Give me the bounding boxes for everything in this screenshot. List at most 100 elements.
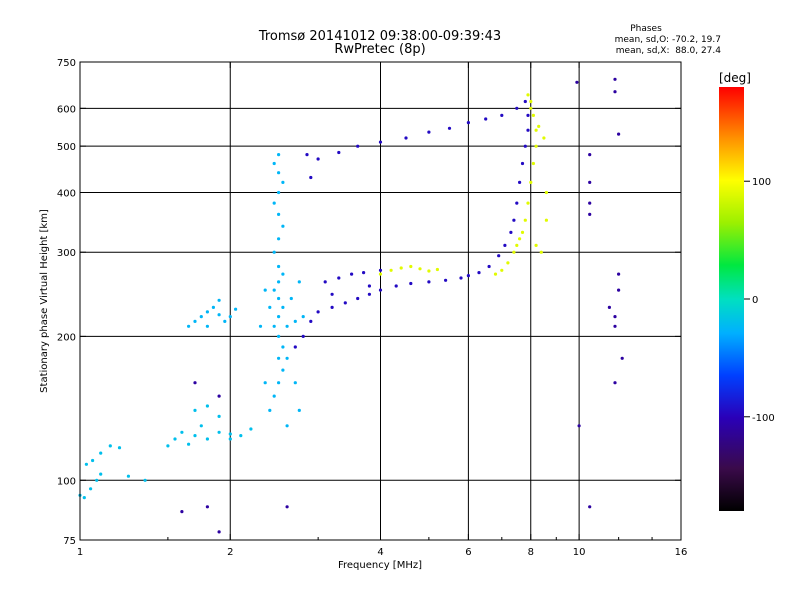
echo-point — [459, 276, 463, 280]
y-tick-label: 75 — [63, 536, 76, 547]
echo-point — [466, 274, 470, 278]
echo-point — [277, 280, 281, 284]
echo-point — [404, 136, 408, 140]
echo-point — [277, 315, 281, 319]
echo-point — [193, 381, 197, 385]
echo-point — [617, 288, 621, 292]
grid-lines — [80, 62, 681, 540]
echo-point — [272, 201, 276, 205]
echo-point — [447, 126, 452, 130]
echo-point — [542, 136, 546, 140]
echo-point — [272, 324, 276, 328]
echo-point — [526, 128, 530, 132]
echo-point — [362, 271, 366, 275]
y-tick-label: 300 — [57, 248, 76, 259]
echo-point — [223, 319, 227, 323]
echo-point — [427, 269, 431, 273]
echo-point — [520, 161, 525, 166]
echo-point — [126, 474, 130, 478]
echo-point — [330, 305, 334, 309]
echo-point — [228, 432, 232, 436]
echo-point — [520, 230, 525, 234]
echo-point — [613, 315, 617, 319]
echo-point — [301, 315, 305, 319]
echo-point — [537, 124, 541, 128]
echo-point — [205, 437, 209, 441]
echo-point — [205, 505, 209, 509]
echo-point — [613, 381, 617, 385]
colorbar: [deg] 100 0 -100 — [719, 71, 775, 511]
colorbar-tick-label: 100 — [752, 177, 771, 188]
echo-point — [588, 201, 592, 205]
echo-point — [277, 212, 281, 216]
echo-point — [289, 296, 293, 301]
y-axis-ticks: 75 100 200 300 400 500 600 750 — [57, 58, 681, 547]
echo-point — [217, 530, 221, 534]
echo-point — [217, 313, 221, 317]
echo-point — [350, 272, 354, 276]
echo-point — [293, 381, 297, 385]
y-tick-label: 750 — [57, 58, 76, 69]
echo-point — [512, 250, 516, 254]
echo-point — [617, 272, 621, 276]
echo-point — [277, 334, 281, 338]
echo-point — [143, 478, 147, 482]
echo-point — [293, 319, 297, 323]
y-tick-label: 600 — [57, 104, 76, 115]
echo-point — [577, 424, 581, 428]
echo-point — [272, 161, 276, 166]
echo-point — [588, 212, 592, 216]
echo-point — [281, 368, 285, 372]
echo-point — [337, 150, 341, 155]
echo-point — [539, 250, 543, 254]
chart-title: Tromsø 20141012 09:38:00-09:39:43 — [258, 29, 501, 44]
echo-point — [205, 324, 209, 328]
echo-point — [523, 99, 527, 104]
echo-point — [613, 90, 617, 94]
echo-point — [263, 288, 267, 292]
echo-point — [187, 442, 191, 446]
echo-point — [228, 315, 232, 319]
echo-point — [281, 345, 285, 349]
echo-point — [409, 281, 413, 286]
echo-point — [409, 264, 413, 269]
echo-point — [503, 243, 507, 247]
echo-point — [544, 190, 549, 195]
echo-point — [529, 106, 533, 110]
echo-point — [166, 444, 170, 448]
echo-point — [435, 267, 439, 272]
echo-point — [268, 408, 272, 412]
echo-point — [285, 424, 289, 428]
chart-subtitle: RwPretec (8p) — [334, 42, 425, 57]
echo-point — [309, 319, 313, 323]
echo-point — [343, 301, 347, 305]
echo-point — [277, 237, 281, 241]
echo-point — [367, 284, 371, 288]
echo-point — [337, 276, 341, 280]
echo-point — [277, 171, 281, 175]
echo-point — [84, 462, 88, 466]
echo-point — [91, 458, 95, 463]
x-tick-label: 1 — [77, 547, 83, 558]
data-points — [78, 77, 624, 534]
y-tick-label: 200 — [57, 332, 76, 343]
colorbar-label: [deg] — [719, 71, 751, 85]
echo-point — [297, 280, 301, 284]
echo-point — [293, 345, 297, 349]
echo-point — [529, 99, 533, 104]
echo-point — [531, 113, 536, 117]
echo-point — [217, 298, 221, 302]
echo-point — [427, 130, 431, 134]
echo-point — [544, 218, 549, 222]
echo-point — [173, 437, 177, 441]
echo-point — [316, 310, 320, 314]
echo-point — [285, 505, 289, 509]
echo-point — [444, 278, 448, 282]
echo-point — [389, 268, 393, 272]
echo-point — [193, 434, 197, 438]
echo-point — [588, 153, 592, 157]
echo-point — [497, 254, 501, 258]
echo-point — [316, 157, 320, 161]
echo-point — [249, 427, 253, 431]
echo-point — [534, 128, 538, 132]
